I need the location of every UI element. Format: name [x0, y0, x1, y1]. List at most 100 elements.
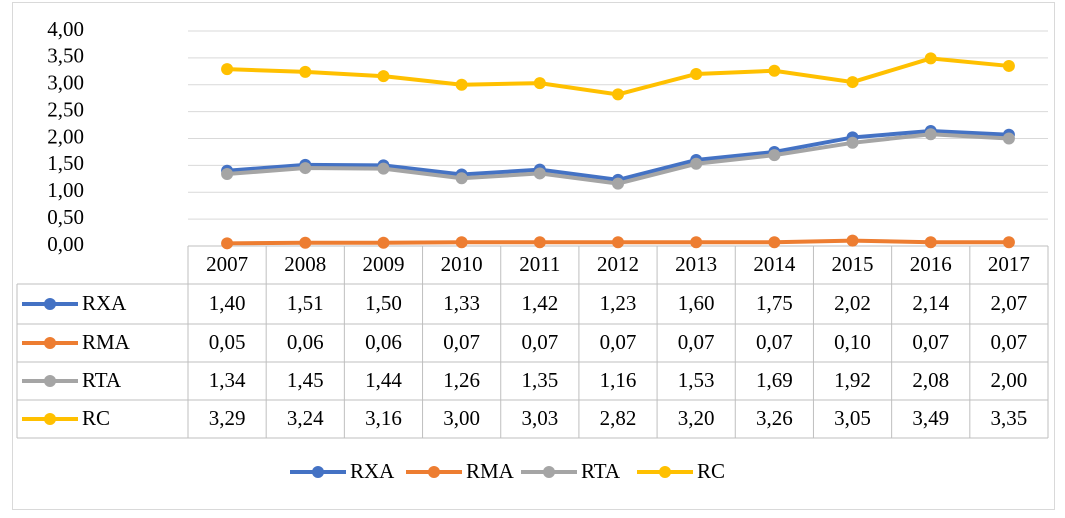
y-tick-label: 3,00: [47, 71, 84, 95]
point: [1002, 236, 1015, 249]
x-tick-label: 2017: [988, 252, 1030, 276]
x-tick-label: 2008: [284, 252, 326, 276]
table-cell: 3,26: [756, 406, 793, 430]
legend-label: RMA: [82, 330, 131, 354]
point: [455, 172, 468, 185]
table-cell: 1,92: [834, 368, 871, 392]
y-tick-label: 2,50: [47, 97, 84, 121]
point: [1002, 132, 1015, 145]
table-cell: 0,07: [756, 330, 793, 354]
legend-label: RC: [697, 459, 725, 483]
table-cell: 2,14: [912, 291, 949, 315]
point: [221, 237, 234, 250]
table-cell: 1,45: [287, 368, 324, 392]
table-cell: 1,44: [365, 368, 402, 392]
table-cell: 1,33: [443, 291, 480, 315]
table-cell: 0,05: [209, 330, 246, 354]
point: [768, 149, 781, 162]
x-tick-label: 2010: [441, 252, 483, 276]
legend-label: RMA: [466, 459, 515, 483]
point: [533, 167, 546, 180]
table-cell: 1,60: [678, 291, 715, 315]
table-cell: 1,23: [600, 291, 637, 315]
x-tick-label: 2012: [597, 252, 639, 276]
table-cell: 3,05: [834, 406, 871, 430]
point: [612, 236, 624, 249]
table-cell: 1,75: [756, 291, 793, 315]
y-tick-label: 4,00: [47, 17, 84, 41]
y-tick-label: 0,50: [47, 205, 84, 229]
point: [924, 52, 937, 65]
y-tick-label: 2,00: [47, 124, 84, 148]
x-tick-label: 2011: [519, 252, 560, 276]
point: [221, 167, 234, 180]
point: [377, 236, 390, 249]
point: [377, 162, 390, 175]
legend-marker: [44, 375, 56, 387]
legend-marker: [44, 298, 56, 310]
table-cell: 3,35: [991, 406, 1028, 430]
table-cell: 1,40: [209, 291, 246, 315]
point: [690, 236, 703, 249]
table-cell: 2,82: [600, 406, 637, 430]
table-cell: 0,07: [600, 330, 637, 354]
table-cell: 1,35: [521, 368, 558, 392]
y-tick-label: 0,00: [47, 232, 84, 256]
table-cell: 1,50: [365, 291, 402, 315]
table-cell: 3,24: [287, 406, 324, 430]
point: [612, 177, 624, 190]
point: [299, 236, 312, 249]
table-cell: 1,69: [756, 368, 793, 392]
y-tick-label: 1,00: [47, 178, 84, 202]
x-tick-label: 2009: [362, 252, 404, 276]
point: [377, 70, 390, 83]
table-cell: 2,08: [912, 368, 949, 392]
legend-marker: [428, 466, 440, 478]
point: [768, 236, 781, 249]
x-tick-label: 2015: [832, 252, 874, 276]
point: [533, 77, 546, 90]
table-cell: 1,26: [443, 368, 480, 392]
point: [221, 63, 234, 76]
legend-label: RTA: [581, 459, 621, 483]
table-cell: 1,53: [678, 368, 715, 392]
legend-marker: [543, 466, 555, 478]
table-cell: 0,07: [443, 330, 480, 354]
point: [455, 78, 468, 91]
point: [846, 76, 859, 89]
x-tick-label: 2007: [206, 252, 248, 276]
x-tick-label: 2016: [910, 252, 952, 276]
table-cell: 3,49: [912, 406, 949, 430]
legend-label: RC: [82, 406, 110, 430]
point: [1002, 59, 1015, 72]
legend-label: RXA: [350, 459, 395, 483]
table-cell: 3,16: [365, 406, 402, 430]
table-cell: 0,06: [365, 330, 402, 354]
table-cell: 3,29: [209, 406, 246, 430]
table-cell: 1,42: [521, 291, 558, 315]
legend-marker: [44, 413, 56, 425]
point: [299, 162, 312, 175]
table-cell: 2,00: [991, 368, 1028, 392]
point: [924, 128, 937, 141]
table-cell: 0,07: [521, 330, 558, 354]
chart-border: [12, 2, 1055, 510]
point: [924, 236, 937, 249]
x-tick-label: 2014: [753, 252, 796, 276]
table-cell: 0,07: [991, 330, 1028, 354]
point: [612, 88, 624, 101]
table-cell: 2,07: [991, 291, 1028, 315]
point: [455, 236, 468, 249]
point: [690, 68, 703, 80]
table-cell: 0,06: [287, 330, 324, 354]
table-cell: 0,07: [678, 330, 715, 354]
table-cell: 3,20: [678, 406, 715, 430]
y-tick-label: 3,50: [47, 44, 84, 68]
point: [533, 236, 546, 249]
point: [846, 234, 859, 247]
point: [846, 136, 859, 149]
table-cell: 3,00: [443, 406, 480, 430]
point: [690, 157, 703, 170]
legend-marker: [659, 466, 671, 478]
